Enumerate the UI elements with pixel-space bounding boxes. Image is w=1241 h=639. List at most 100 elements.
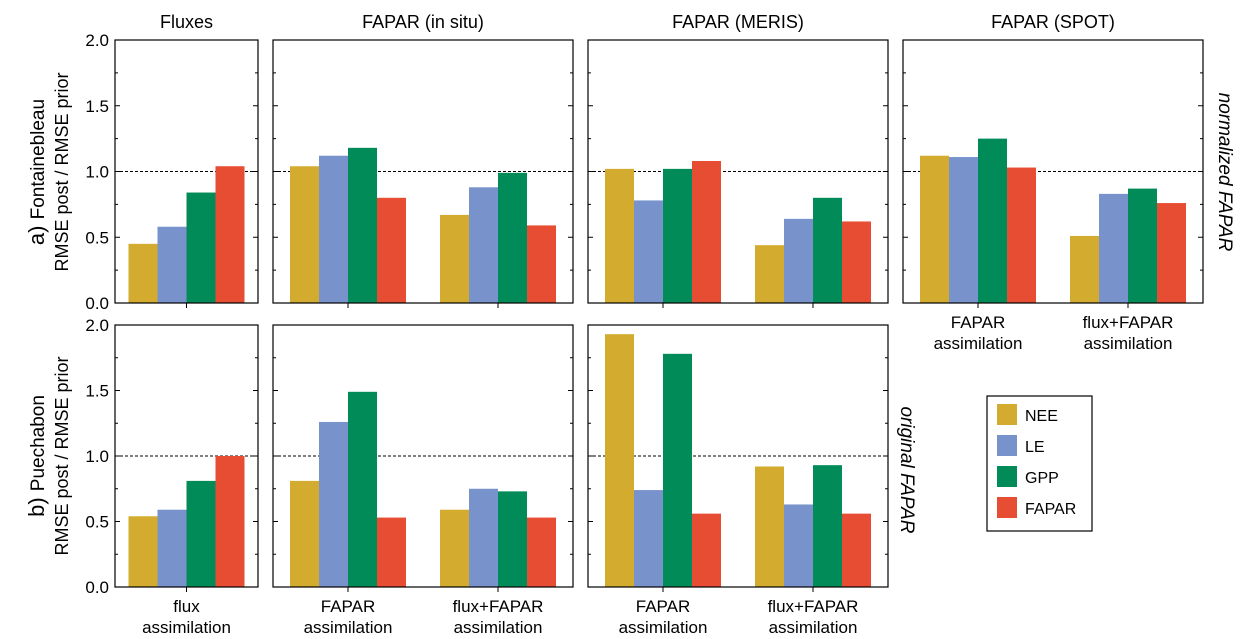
category-label: flux+FAPAR <box>1083 313 1174 332</box>
bar-fapar-1 <box>377 517 406 587</box>
bar-le-1 <box>634 200 663 303</box>
category-label: assimilation <box>769 618 858 634</box>
bar-gpp-1 <box>348 391 377 587</box>
panel-b-fluxes: 0.0 0.5 1.0 1.5 2.0 flux assimilation <box>85 316 259 637</box>
category-label: assimilation <box>304 618 393 634</box>
legend-swatch-gpp <box>997 466 1017 487</box>
bar-le-1 <box>157 226 187 303</box>
legend-swatch-le <box>997 435 1017 456</box>
panel-b-fapar-meris: FAPAR assimilation flux+FAPAR assimilation <box>587 324 889 637</box>
bar-nee-2 <box>440 509 469 587</box>
bar-le-2 <box>469 488 498 587</box>
category-label: assimilation <box>1084 334 1173 353</box>
bar-nee-1 <box>128 243 158 303</box>
bar-gpp-1 <box>186 192 216 303</box>
bar-fapar-2 <box>842 513 871 587</box>
panel-a-fapar-insitu: FAPAR (in situ) <box>272 12 574 308</box>
legend: NEE LE GPP FAPAR <box>986 395 1093 532</box>
bar-gpp-1 <box>663 353 692 587</box>
y-tick-label: 0.0 <box>85 578 109 597</box>
category-label: flux+FAPAR <box>453 597 544 616</box>
bar-fapar-1 <box>692 513 721 587</box>
bar-fapar-1 <box>215 456 245 587</box>
bar-nee-1 <box>605 334 634 587</box>
bar-fapar-2 <box>527 517 556 587</box>
panel-title: FAPAR (in situ) <box>362 12 484 32</box>
bar-nee-2 <box>1070 235 1099 303</box>
row-site: Puechabon <box>28 395 49 491</box>
legend-label: LE <box>1025 439 1045 456</box>
y-tick-label: 2.0 <box>85 316 109 335</box>
bar-gpp-1 <box>348 147 377 303</box>
category-label: flux+FAPAR <box>768 597 859 616</box>
panel-title: FAPAR (SPOT) <box>991 12 1115 32</box>
panel-title: Fluxes <box>160 12 213 32</box>
bar-gpp-1 <box>663 168 692 303</box>
bar-gpp-2 <box>813 197 842 303</box>
category-label: assimilation <box>142 618 231 634</box>
y-tick-label: 1.5 <box>85 97 109 116</box>
bar-fapar-2 <box>842 221 871 303</box>
bar-fapar-1 <box>1007 167 1036 303</box>
category-label: FAPAR <box>636 597 690 616</box>
category-label: assimilation <box>454 618 543 634</box>
y-tick-label: 0.0 <box>85 294 109 313</box>
bar-fapar-2 <box>1157 203 1186 303</box>
side-label-normalized: normalized FAPAR <box>1214 93 1235 252</box>
bar-le-2 <box>784 218 813 303</box>
panel-a-fluxes: 0.0 0.5 1.0 1.5 2.0 Fluxes <box>85 12 259 313</box>
row-prefix: a) <box>24 219 49 245</box>
bar-le-2 <box>784 504 813 587</box>
legend-label: FAPAR <box>1025 501 1076 518</box>
bar-nee-1 <box>128 516 158 587</box>
row-prefix: b) <box>24 491 49 517</box>
bar-fapar-2 <box>527 225 556 303</box>
y-tick-label: 1.0 <box>85 163 109 182</box>
bar-nee-1 <box>290 166 319 303</box>
bar-nee-2 <box>755 245 784 303</box>
bar-fapar-1 <box>215 166 245 303</box>
category-label: FAPAR <box>951 313 1005 332</box>
bar-gpp-1 <box>186 480 216 587</box>
category-label: FAPAR <box>321 597 375 616</box>
category-label: assimilation <box>619 618 708 634</box>
bar-gpp-2 <box>1128 188 1157 303</box>
bar-le-1 <box>319 421 348 587</box>
row-b-label: b) Puechabon <box>24 395 49 517</box>
y-tick-label: 0.5 <box>85 513 109 532</box>
bar-fapar-1 <box>692 160 721 303</box>
legend-swatch-fapar <box>997 497 1017 518</box>
y-tick-label: 1.5 <box>85 382 109 401</box>
legend-label: GPP <box>1025 470 1059 487</box>
legend-label: NEE <box>1025 408 1058 425</box>
side-label-original: original FAPAR <box>896 406 917 533</box>
bar-le-1 <box>949 157 978 303</box>
y-tick-label: 1.0 <box>85 447 109 466</box>
bar-nee-2 <box>440 214 469 303</box>
bar-le-1 <box>634 490 663 587</box>
y-tick-label: 2.0 <box>85 31 109 50</box>
bar-nee-2 <box>755 466 784 587</box>
panel-b-fapar-insitu: FAPAR assimilation flux+FAPAR assimilation <box>272 324 574 637</box>
panel-a-fapar-meris: FAPAR (MERIS) <box>587 12 889 308</box>
y-tick-label: 0.5 <box>85 228 109 247</box>
row-site: Fontainebleau <box>28 99 49 219</box>
bar-gpp-1 <box>978 138 1007 303</box>
bar-nee-1 <box>605 168 634 303</box>
bar-gpp-2 <box>498 172 527 303</box>
bar-fapar-1 <box>377 197 406 303</box>
bar-nee-1 <box>920 155 949 303</box>
legend-swatch-nee <box>997 404 1017 425</box>
y-axis-label: RMSE post / RMSE prior <box>52 72 72 271</box>
y-axis-label: RMSE post / RMSE prior <box>52 356 72 555</box>
bar-le-1 <box>157 509 187 587</box>
bar-nee-1 <box>290 480 319 587</box>
bar-le-2 <box>469 187 498 303</box>
panel-a-fapar-spot: FAPAR (SPOT) FAPAR assimilation flux+FAPAR a… <box>902 12 1204 353</box>
bar-le-1 <box>319 155 348 303</box>
bar-gpp-2 <box>813 465 842 587</box>
category-label: flux <box>173 597 200 616</box>
bar-gpp-2 <box>498 491 527 587</box>
